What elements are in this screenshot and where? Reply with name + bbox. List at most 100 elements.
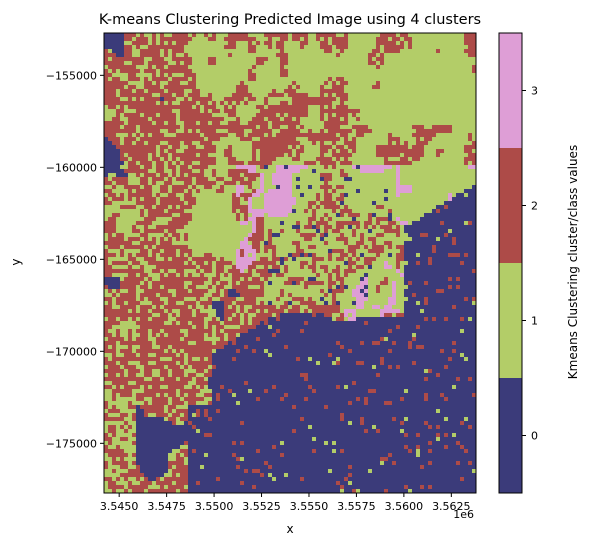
raster-cell [176, 169, 180, 173]
raster-cell [124, 449, 136, 453]
colorbar-label: Kmeans Clustering cluster/class values [566, 145, 580, 379]
raster-cell [176, 121, 184, 125]
raster-cell [160, 269, 164, 273]
raster-cell [176, 273, 180, 277]
raster-cell [316, 201, 320, 205]
raster-cell [116, 349, 120, 353]
raster-cell [172, 109, 180, 113]
raster-cell [432, 261, 460, 265]
raster-cell [192, 37, 208, 41]
raster-cell [280, 261, 284, 265]
raster-cell [148, 273, 160, 277]
raster-cell [340, 309, 344, 313]
raster-cell [200, 465, 204, 469]
raster-cell [400, 233, 408, 237]
raster-cell [128, 81, 144, 85]
raster-cell [452, 125, 476, 129]
raster-cell [236, 297, 244, 301]
raster-cell [384, 57, 476, 61]
raster-cell [180, 337, 184, 341]
raster-cell [404, 225, 476, 229]
raster-cell [352, 129, 356, 133]
raster-cell [264, 201, 296, 205]
raster-cell [448, 445, 460, 449]
raster-cell [320, 225, 324, 229]
raster-cell [332, 185, 336, 189]
raster-cell [336, 149, 340, 153]
raster-cell [344, 285, 348, 289]
raster-cell [192, 217, 236, 221]
raster-cell [136, 273, 140, 277]
raster-cell [248, 313, 256, 317]
raster-cell [172, 293, 176, 297]
raster-cell [344, 317, 348, 321]
raster-cell [136, 317, 140, 321]
raster-cell [132, 481, 140, 485]
raster-cell [108, 461, 112, 465]
raster-cell [352, 177, 396, 181]
raster-cell [104, 205, 120, 209]
plot-area [103, 32, 477, 494]
raster-cell [232, 261, 236, 265]
raster-cell [256, 73, 280, 77]
raster-cell [164, 149, 168, 153]
raster-cell [400, 141, 404, 145]
raster-cell [144, 61, 148, 65]
raster-cell [296, 81, 324, 85]
raster-cell [220, 397, 256, 401]
raster-cell [116, 225, 132, 229]
raster-cell [332, 257, 336, 261]
raster-cell [364, 253, 376, 257]
raster-cell [380, 85, 476, 89]
raster-cell [284, 309, 288, 313]
raster-cell [380, 461, 384, 465]
raster-cell [132, 393, 136, 397]
raster-cell [220, 289, 224, 293]
raster-cell [436, 237, 440, 241]
raster-cell [184, 393, 188, 397]
raster-cell [140, 229, 144, 233]
raster-cell [188, 65, 252, 69]
raster-cell [160, 141, 168, 145]
raster-cell [104, 117, 112, 121]
raster-cell [392, 165, 396, 169]
raster-cell [152, 345, 160, 349]
raster-cell [472, 377, 476, 381]
raster-cell [316, 141, 320, 145]
raster-cell [268, 121, 272, 125]
raster-cell [136, 293, 140, 297]
raster-cell [188, 129, 192, 133]
raster-cell [216, 169, 228, 173]
raster-cell [288, 61, 368, 65]
raster-cell [168, 189, 172, 193]
raster-cell [452, 193, 456, 197]
raster-cell [164, 73, 168, 77]
raster-cell [344, 145, 348, 149]
raster-cell [372, 57, 376, 61]
raster-cell [140, 477, 144, 481]
raster-cell [116, 425, 120, 429]
raster-cell [116, 253, 120, 257]
raster-cell [456, 433, 476, 437]
raster-cell [204, 333, 208, 337]
raster-cell [124, 373, 128, 377]
raster-cell [348, 41, 376, 45]
raster-cell [256, 37, 268, 41]
raster-cell [112, 297, 116, 301]
raster-cell [428, 397, 444, 401]
raster-cell [140, 469, 168, 473]
raster-cell [192, 261, 196, 265]
raster-cell [332, 353, 460, 357]
raster-cell [140, 97, 144, 101]
y-tick-label: −165000 [46, 253, 97, 266]
raster-cell [148, 225, 156, 229]
raster-cell [196, 265, 200, 269]
raster-cell [384, 245, 388, 249]
raster-cell [112, 437, 120, 441]
raster-cell [208, 33, 212, 37]
raster-cell [344, 225, 348, 229]
x-tick-label: 3.5525 [242, 500, 281, 513]
raster-cell [448, 433, 452, 437]
raster-cell [416, 337, 476, 341]
raster-cell [368, 469, 372, 473]
